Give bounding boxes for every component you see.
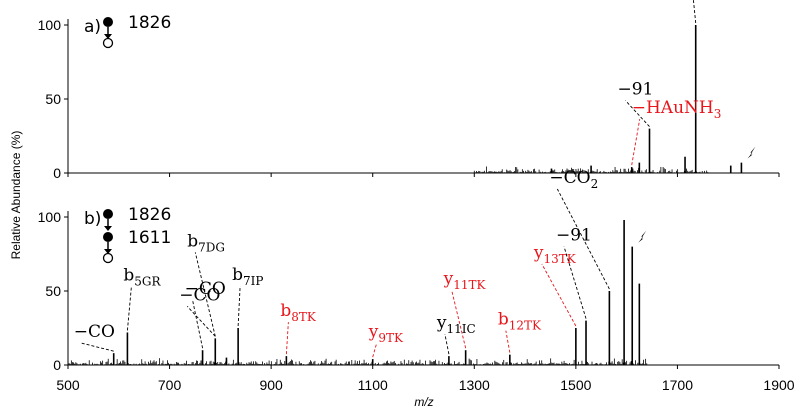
arrow-down-icon bbox=[104, 34, 112, 39]
x-tick-label: 900 bbox=[259, 377, 283, 393]
peak-annotation: y11TK bbox=[443, 269, 487, 292]
x-tick-label: 700 bbox=[158, 377, 182, 393]
y-tick-label: 0 bbox=[53, 165, 61, 181]
annotation-leader bbox=[631, 119, 641, 166]
peak-annotation: −CO bbox=[74, 322, 115, 342]
annotation-leader bbox=[126, 286, 132, 331]
annotation-leader bbox=[444, 334, 450, 355]
peak-annotation: −91 bbox=[617, 80, 653, 100]
annotation-leader bbox=[285, 322, 289, 355]
precursor-mz-label: 1826 bbox=[128, 13, 171, 33]
lightning-icon bbox=[638, 230, 647, 243]
annotation-leader bbox=[372, 342, 378, 358]
peak-annotation: b7DG bbox=[187, 231, 225, 254]
annotations-layer: a)1826−91−HAuNH3−91b)18261611−COb5GR−CO−… bbox=[74, 0, 756, 358]
x-tick-label: 1100 bbox=[358, 377, 388, 393]
peak-annotation: b8TK bbox=[280, 301, 317, 324]
y-tick-label: 100 bbox=[38, 17, 62, 33]
peak-annotation: −CO bbox=[185, 279, 226, 299]
peak-annotation: y13TK bbox=[533, 243, 577, 266]
panel-label: b) bbox=[84, 209, 101, 229]
precursor-filled-circle bbox=[103, 232, 113, 242]
precursor-filled-circle bbox=[103, 17, 113, 27]
x-tick-label: 500 bbox=[56, 377, 80, 393]
peak-annotation: b12TK bbox=[498, 310, 542, 333]
x-axis-label: m/z bbox=[414, 395, 433, 409]
x-tick-label: 1300 bbox=[459, 377, 490, 393]
peak-annotation: −CO bbox=[179, 285, 220, 305]
peak-annotation: y11IC bbox=[436, 313, 476, 336]
panel-label: a) bbox=[84, 17, 101, 37]
peak-annotation: −HAuNH3 bbox=[632, 98, 722, 121]
annotation-leader bbox=[556, 188, 610, 290]
x-tick-label: 1500 bbox=[560, 377, 591, 393]
y-tick-label: 50 bbox=[45, 91, 61, 107]
annotation-leader bbox=[451, 290, 467, 349]
arrow-down-icon bbox=[104, 226, 112, 231]
product-open-circle bbox=[102, 37, 114, 49]
peak-annotation: −91 bbox=[556, 226, 592, 246]
annotation-leader bbox=[541, 263, 577, 327]
annotation-leader bbox=[186, 306, 216, 337]
arrow-down-icon bbox=[104, 249, 112, 254]
annotation-leader bbox=[194, 252, 216, 337]
annotation-leader bbox=[625, 100, 650, 127]
annotation-leader bbox=[237, 285, 241, 327]
y-tick-label: 50 bbox=[45, 283, 61, 299]
product-open-circle bbox=[102, 252, 114, 264]
precursor-mz-label: 1826 bbox=[128, 205, 171, 225]
peak-annotation: y9TK bbox=[368, 322, 404, 345]
y-axis-label: Relative Abundance (%) bbox=[9, 131, 23, 260]
annotation-leader bbox=[192, 300, 204, 349]
precursor-filled-circle bbox=[103, 209, 113, 219]
annotation-leader bbox=[563, 246, 587, 319]
annotation-leader bbox=[505, 330, 511, 353]
peak-annotation: b7IP bbox=[232, 265, 263, 288]
annotation-leader bbox=[81, 342, 114, 352]
y-tick-label: 100 bbox=[38, 209, 62, 225]
lightning-icon bbox=[747, 146, 756, 159]
annotation-leader bbox=[692, 0, 697, 24]
y-tick-label: 0 bbox=[53, 357, 61, 373]
precursor-mz-label: 1611 bbox=[128, 228, 171, 248]
peaks-layer bbox=[112, 25, 743, 365]
peak-annotation: b5GR bbox=[123, 265, 161, 288]
x-tick-label: 1900 bbox=[763, 377, 794, 393]
peak-annotation: −CO2 bbox=[549, 168, 598, 191]
x-tick-label: 1700 bbox=[662, 377, 693, 393]
